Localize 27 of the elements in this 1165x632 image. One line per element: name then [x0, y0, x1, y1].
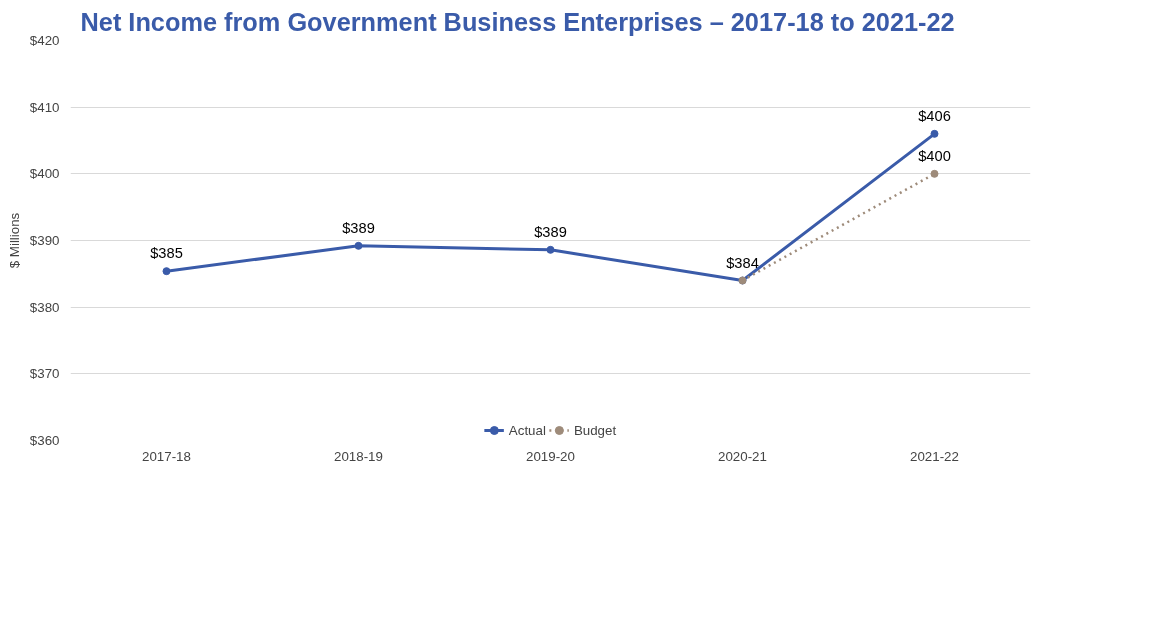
y-tick-label: $380	[29, 299, 60, 315]
point	[162, 267, 171, 276]
data-label: $400	[918, 147, 951, 164]
x-tick-label: 2019-20	[526, 448, 575, 464]
y-tick-label: $400	[29, 166, 60, 182]
point	[354, 241, 363, 250]
y-tick-label: $410	[29, 99, 60, 115]
point	[930, 169, 939, 178]
data-label: $385	[150, 245, 183, 262]
y-axis-title: $ Millions	[6, 212, 22, 269]
x-tick-label: 2021-22	[910, 448, 959, 464]
data-label: $389	[342, 219, 375, 236]
x-tick-label: 2018-19	[334, 448, 383, 464]
data-label: $384	[726, 254, 759, 271]
y-tick-label: $370	[29, 366, 60, 382]
y-tick-label: $420	[29, 33, 60, 48]
legend-label: Budget	[573, 422, 617, 438]
y-tick-label: $390	[29, 233, 60, 248]
legend-label: Actual	[508, 422, 546, 438]
x-tick-label: 2020-21	[718, 448, 767, 464]
chart-title: Net Income from Government Business Enterprises – 2017-18 to 2021-22	[80, 7, 955, 36]
point	[930, 129, 939, 138]
x-tick-label: 2017-18	[142, 448, 191, 464]
data-label: $406	[918, 107, 951, 124]
y-tick-label: $360	[29, 433, 60, 448]
point	[546, 245, 555, 254]
data-label: $389	[534, 223, 567, 240]
